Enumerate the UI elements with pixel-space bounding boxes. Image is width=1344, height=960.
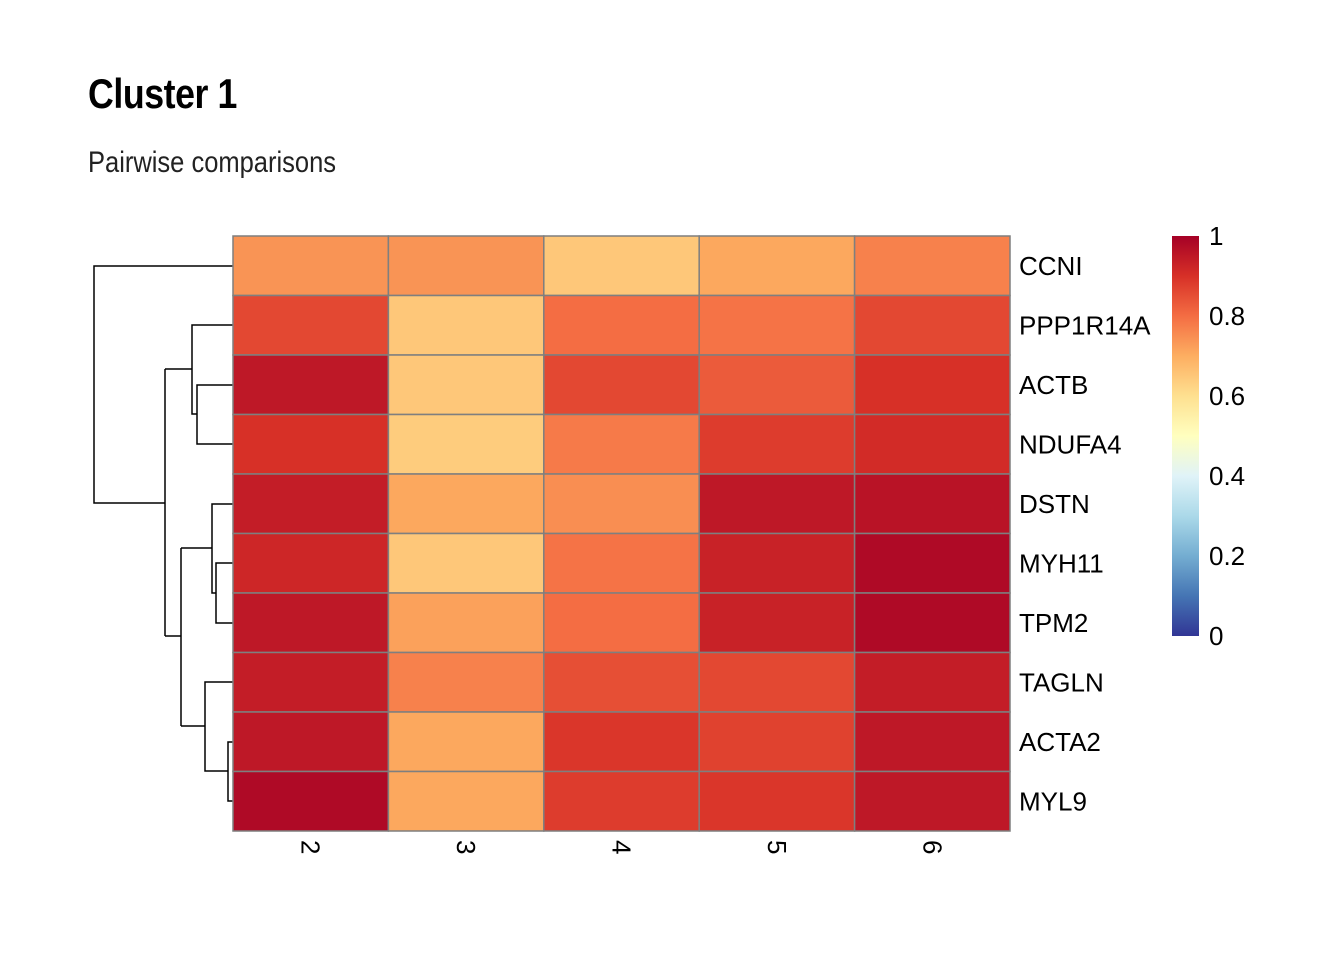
- legend-tick-label: 0.8: [1209, 301, 1245, 331]
- heatmap-cell: [232, 592, 390, 654]
- heatmap-cell: [387, 651, 545, 713]
- dendrogram-branch: [191, 324, 233, 415]
- row-label: TAGLN: [1019, 667, 1104, 697]
- heatmap-cell: [543, 711, 700, 773]
- heatmap-cell: [232, 770, 390, 832]
- column-label: 3: [451, 840, 481, 854]
- heatmap-cell: [853, 592, 1011, 654]
- column-label: 5: [762, 840, 792, 854]
- heatmap-cell: [387, 532, 545, 594]
- heatmap-cell: [543, 354, 700, 416]
- row-label: NDUFA4: [1019, 429, 1122, 459]
- heatmap-cell: [232, 473, 390, 535]
- heatmap-cell: [853, 294, 1011, 356]
- dendrogram-branch: [196, 384, 233, 445]
- heatmap-cell: [543, 592, 700, 654]
- dendrogram-branch: [204, 681, 233, 772]
- heatmap-cell: [853, 711, 1011, 773]
- color-legend: 0 0.2 0.4 0.6 0.8 1: [1172, 221, 1245, 651]
- heatmap-cells: [232, 235, 1011, 832]
- row-label: MYL9: [1019, 786, 1087, 816]
- dendrogram-branch: [93, 265, 233, 504]
- heatmap-cell: [232, 651, 390, 713]
- heatmap-cell: [853, 532, 1011, 594]
- row-label: CCNI: [1019, 251, 1083, 281]
- heatmap-cell: [387, 711, 545, 773]
- heatmap-cell: [698, 473, 856, 535]
- heatmap-cell: [387, 294, 545, 356]
- heatmap-cell: [853, 413, 1011, 475]
- heatmap-cell: [698, 294, 856, 356]
- heatmap-cell: [232, 354, 390, 416]
- heatmap-cell: [543, 532, 700, 594]
- heatmap-cell: [232, 711, 390, 773]
- row-label: TPM2: [1019, 608, 1088, 638]
- heatmap-cell: [543, 770, 700, 832]
- heatmap-cell: [387, 235, 545, 297]
- legend-tick-label: 0.2: [1209, 541, 1245, 571]
- legend-tick-label: 0.6: [1209, 381, 1245, 411]
- heatmap-cell: [698, 651, 856, 713]
- column-label: 2: [296, 840, 326, 854]
- heatmap-cell: [698, 235, 856, 297]
- dendrogram-branch: [215, 562, 233, 624]
- row-label: PPP1R14A: [1019, 310, 1151, 340]
- column-label: 6: [917, 840, 947, 854]
- heatmap-cell: [853, 235, 1011, 297]
- heatmap-cell: [387, 354, 545, 416]
- heatmap-cell: [698, 413, 856, 475]
- heatmap-cell: [543, 413, 700, 475]
- legend-tick-label: 1: [1209, 221, 1223, 251]
- row-label: ACTB: [1019, 370, 1088, 400]
- heatmap-cell: [543, 235, 700, 297]
- legend-tick-label: 0.4: [1209, 461, 1245, 491]
- heatmap-cell: [543, 294, 700, 356]
- dendrogram-branch: [211, 503, 233, 594]
- heatmap-cell: [698, 711, 856, 773]
- heatmap-cell: [698, 354, 856, 416]
- row-label: ACTA2: [1019, 727, 1101, 757]
- heatmap-cell: [698, 770, 856, 832]
- column-labels: 2 3 4 5 6: [296, 840, 948, 854]
- heatmap-cell: [853, 354, 1011, 416]
- heatmap-cell: [387, 473, 545, 535]
- row-label: DSTN: [1019, 489, 1090, 519]
- heatmap-cell: [232, 413, 390, 475]
- legend-colorbar: [1172, 236, 1199, 636]
- heatmap-cell: [543, 473, 700, 535]
- legend-tick-label: 0: [1209, 621, 1223, 651]
- row-labels: CCNI PPP1R14A ACTB NDUFA4 DSTN MYH11 TPM2 TAGLN…: [1019, 251, 1151, 817]
- heatmap-cell: [232, 532, 390, 594]
- heatmap-cell: [232, 235, 390, 297]
- heatmap-cell: [853, 473, 1011, 535]
- row-label: MYH11: [1019, 548, 1104, 578]
- heatmap-cell: [853, 651, 1011, 713]
- dendrogram-branch: [227, 741, 233, 802]
- heatmap-cell: [543, 651, 700, 713]
- chart-subtitle: Pairwise comparisons: [88, 146, 337, 179]
- heatmap-cell: [853, 770, 1011, 832]
- heatmap-cell: [232, 294, 390, 356]
- heatmap-cell: [698, 532, 856, 594]
- chart-title: Cluster 1: [88, 70, 237, 117]
- row-dendrogram: [93, 265, 233, 802]
- column-label: 4: [607, 840, 637, 854]
- heatmap-cell: [387, 592, 545, 654]
- heatmap-cell: [387, 770, 545, 832]
- heatmap-cell: [698, 592, 856, 654]
- heatmap-cell: [387, 413, 545, 475]
